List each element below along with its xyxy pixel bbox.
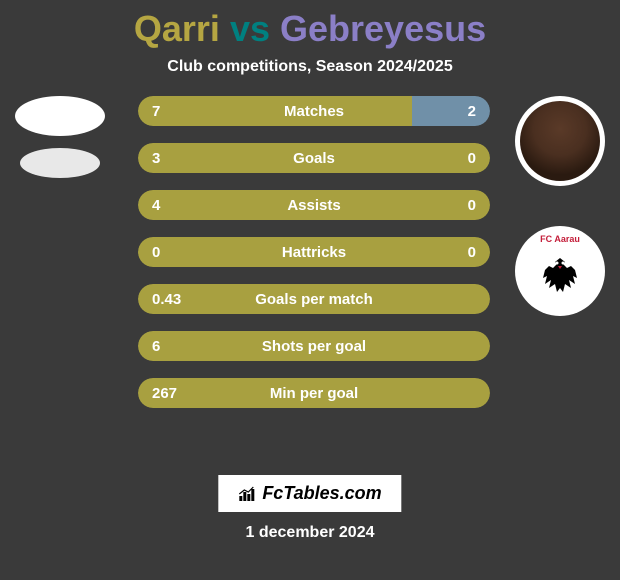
player-right-avatar: [515, 96, 605, 186]
bar-value-left: 3: [152, 150, 160, 167]
left-avatar-column: [5, 96, 115, 178]
bar-value-left: 7: [152, 103, 160, 120]
player-left-name: Qarri: [134, 8, 220, 49]
bar-value-right: 0: [468, 197, 476, 214]
footer-date: 1 december 2024: [246, 524, 375, 542]
bar-label: Goals per match: [255, 291, 373, 308]
bar-label: Goals: [293, 150, 335, 167]
page-title: Qarri vs Gebreyesus: [0, 0, 620, 50]
comparison-container: FC Aarau 7 Matches 2 3 Goals 0 4 Assists 0 0 Hattr…: [0, 96, 620, 456]
bar-row: 267 Min per goal: [138, 378, 490, 408]
bar-left-fill: [138, 96, 412, 126]
player-right-name: Gebreyesus: [280, 8, 486, 49]
bar-label: Shots per goal: [262, 338, 366, 355]
bar-value-left: 4: [152, 197, 160, 214]
bar-value-left: 0: [152, 244, 160, 261]
bar-row: 0.43 Goals per match: [138, 284, 490, 314]
bar-value-right: 0: [468, 244, 476, 261]
bar-value-left: 0.43: [152, 291, 181, 308]
right-avatar-column: FC Aarau: [505, 96, 615, 316]
bar-label: Assists: [287, 197, 340, 214]
bar-label: Matches: [284, 103, 344, 120]
player-right-club-logo: FC Aarau: [515, 226, 605, 316]
footer-brand-box: FcTables.com: [218, 475, 401, 512]
bar-value-left: 6: [152, 338, 160, 355]
bar-label: Hattricks: [282, 244, 346, 261]
bar-row: 0 Hattricks 0: [138, 237, 490, 267]
footer-brand-text: FcTables.com: [262, 483, 381, 504]
subtitle: Club competitions, Season 2024/2025: [0, 58, 620, 76]
bar-label: Min per goal: [270, 385, 358, 402]
club-name-label: FC Aarau: [540, 234, 580, 244]
bar-row: 3 Goals 0: [138, 143, 490, 173]
bar-row: 4 Assists 0: [138, 190, 490, 220]
bar-right-fill: [412, 96, 490, 126]
bar-value-right: 0: [468, 150, 476, 167]
player-left-avatar: [15, 96, 105, 136]
chart-icon: [238, 486, 258, 502]
player-face-icon: [520, 101, 600, 181]
bar-value-left: 267: [152, 385, 177, 402]
bar-row: 7 Matches 2: [138, 96, 490, 126]
bars-container: 7 Matches 2 3 Goals 0 4 Assists 0 0 Hattricks 0 0.43…: [138, 96, 490, 408]
bar-value-right: 2: [468, 103, 476, 120]
eagle-icon: [535, 250, 585, 300]
vs-text: vs: [230, 8, 270, 49]
player-left-club-logo: [20, 148, 100, 178]
bar-row: 6 Shots per goal: [138, 331, 490, 361]
